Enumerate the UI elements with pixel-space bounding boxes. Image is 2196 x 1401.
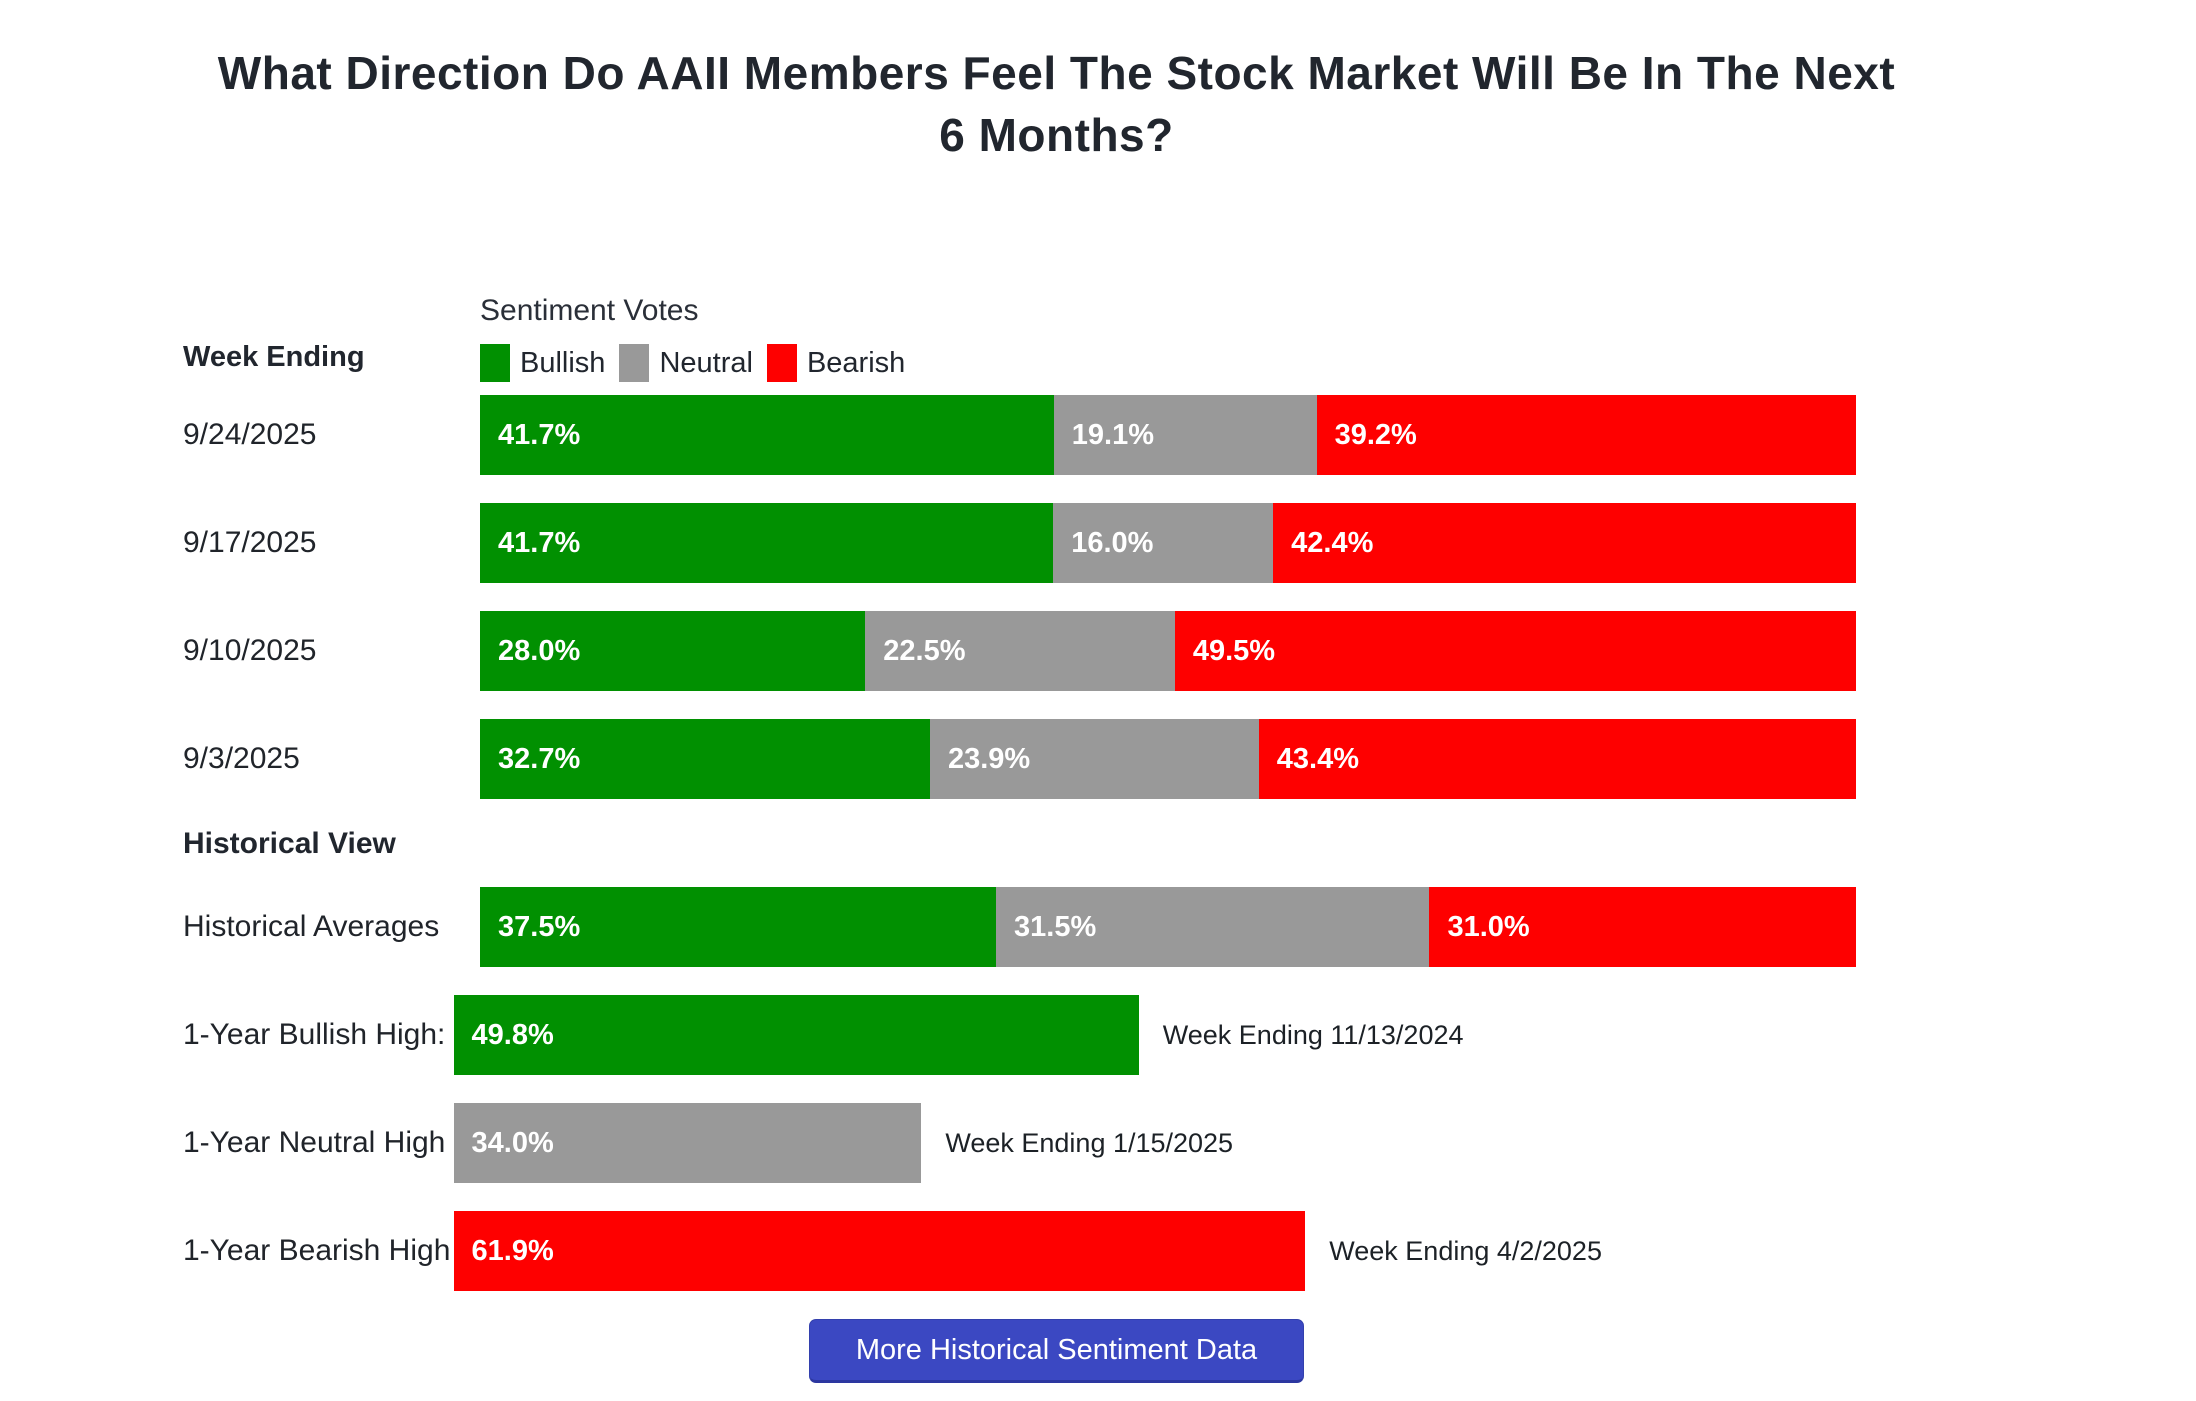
row-label: Historical Averages (183, 910, 440, 943)
bar-segment: 49.8% (453, 995, 1139, 1075)
stacked-bar: 41.7% 16.0% 42.4% (480, 503, 1856, 583)
legend-items: Bullish Neutral Bearish (480, 344, 919, 382)
bar-value-label: 49.5% (1192, 634, 1276, 667)
bar-segment: 23.9% (929, 719, 1259, 799)
bar-value-label: 23.9% (947, 742, 1031, 775)
bullish-swatch-icon (480, 344, 510, 382)
legend: Sentiment Votes Bullish Neutral Bearish (480, 294, 919, 382)
stacked-bar: 41.7% 19.1% 39.2% (480, 395, 1856, 475)
week-ending-column-header: Week Ending (183, 341, 480, 382)
bar-value-label: 22.5% (883, 634, 966, 667)
legend-item-neutral: Neutral (619, 344, 753, 382)
row-label: 1-Year Bearish High (183, 1234, 451, 1267)
bar-value-label: 37.5% (498, 910, 581, 943)
historical-high-row: 1-Year Neutral High 34.0% Week Ending 1/… (183, 1103, 2196, 1183)
bar-value-label: 43.4% (1276, 742, 1360, 775)
legend-label: Bullish (520, 346, 606, 379)
bar-value-label: 49.8% (471, 1018, 554, 1051)
historical-high-row: 1-Year Bullish High: 49.8% Week Ending 1… (183, 995, 2196, 1075)
button-row: More Historical Sentiment Data (183, 1319, 1930, 1383)
bar-segment: 19.1% (1053, 395, 1317, 475)
more-historical-data-button[interactable]: More Historical Sentiment Data (808, 1319, 1305, 1383)
bar-value-label: 41.7% (498, 418, 581, 451)
legend-label: Neutral (659, 346, 753, 379)
row-label: 9/3/2025 (183, 742, 300, 775)
sentiment-row: 9/10/2025 28.0% 22.5% 49.5% (183, 611, 2196, 691)
bar-segment: 22.5% (865, 611, 1175, 691)
stacked-bar: 28.0% 22.5% 49.5% (480, 611, 1856, 691)
chart-header: Week Ending Sentiment Votes Bullish Neut… (0, 294, 2196, 382)
row-label: 9/24/2025 (183, 418, 317, 451)
bar-segment: 31.5% (996, 887, 1430, 967)
bar-value-label: 34.0% (471, 1126, 554, 1159)
bar-segment: 61.9% (453, 1211, 1306, 1291)
bar-segment: 41.7% (480, 503, 1054, 583)
row-label: 9/17/2025 (183, 526, 317, 559)
bar-segment: 39.2% (1316, 395, 1856, 475)
bearish-swatch-icon (766, 344, 797, 382)
bar-value-label: 31.5% (1014, 910, 1097, 943)
row-label: 1-Year Bullish High: (183, 1018, 446, 1051)
bar-segment: 32.7% (480, 719, 930, 799)
bar-segment: 34.0% (453, 1103, 922, 1183)
bar-value-label: 61.9% (471, 1234, 554, 1267)
neutral-swatch-icon (619, 344, 650, 382)
bar-segment: 41.7% (480, 395, 1054, 475)
stacked-bar: 32.7% 23.9% 43.4% (480, 719, 1856, 799)
row-label: 9/10/2025 (183, 634, 317, 667)
stacked-bar: 37.5% 31.5% 31.0% (480, 887, 1856, 967)
bar-segment: 49.5% (1174, 611, 1856, 691)
bar-value-label: 42.4% (1291, 526, 1374, 559)
bar-track: 49.8% Week Ending 11/13/2024 (453, 995, 2196, 1075)
bar-value-label: 19.1% (1071, 418, 1155, 451)
bar-value-label: 31.0% (1447, 910, 1530, 943)
bar-annotation: Week Ending 4/2/2025 (1329, 1235, 1602, 1266)
bar-segment: 37.5% (480, 887, 996, 967)
sentiment-row: 9/24/2025 41.7% 19.1% 39.2% (183, 395, 2196, 475)
bar-annotation: Week Ending 1/15/2025 (945, 1127, 1234, 1158)
historical-high-row: 1-Year Bearish High 61.9% Week Ending 4/… (183, 1211, 2196, 1291)
bar-segment: 42.4% (1273, 503, 1856, 583)
bar-segment: 31.0% (1429, 887, 1856, 967)
week-ending-label: Week Ending (183, 341, 365, 373)
bar-segment: 28.0% (480, 611, 866, 691)
bar-track: 61.9% Week Ending 4/2/2025 (453, 1211, 2196, 1291)
bar-segment: 16.0% (1053, 503, 1274, 583)
page-title: What Direction Do AAII Members Feel The … (217, 47, 1896, 161)
historical-averages-row-wrap: Historical Averages 37.5% 31.5% 31.0% (0, 887, 2196, 967)
bar-track: 34.0% Week Ending 1/15/2025 (453, 1103, 2196, 1183)
bar-value-label: 16.0% (1071, 526, 1154, 559)
historical-high-rows: 1-Year Bullish High: 49.8% Week Ending 1… (0, 995, 2196, 1291)
sentiment-row: 9/17/2025 41.7% 16.0% 42.4% (183, 503, 2196, 583)
bar-annotation: Week Ending 11/13/2024 (1162, 1019, 1464, 1050)
row-label: 1-Year Neutral High (183, 1126, 446, 1159)
sentiment-row: Historical Averages 37.5% 31.5% 31.0% (183, 887, 2196, 967)
legend-item-bearish: Bearish (766, 344, 906, 382)
bar-segment: 43.4% (1258, 719, 1856, 799)
historical-view-heading: Historical View (183, 827, 396, 860)
sentiment-chart: Week Ending Sentiment Votes Bullish Neut… (0, 294, 2196, 1383)
bar-value-label: 41.7% (498, 526, 581, 559)
bar-value-label: 39.2% (1334, 418, 1417, 451)
weekly-sentiment-rows: 9/24/2025 41.7% 19.1% 39.2% 9/17/2025 41.7… (0, 395, 2196, 799)
sentiment-row: 9/3/2025 32.7% 23.9% 43.4% (183, 719, 2196, 799)
bar-value-label: 28.0% (498, 634, 581, 667)
legend-title: Sentiment Votes (480, 294, 699, 327)
bar-value-label: 32.7% (498, 742, 581, 775)
legend-item-bullish: Bullish (480, 344, 605, 382)
legend-label: Bearish (806, 346, 906, 379)
